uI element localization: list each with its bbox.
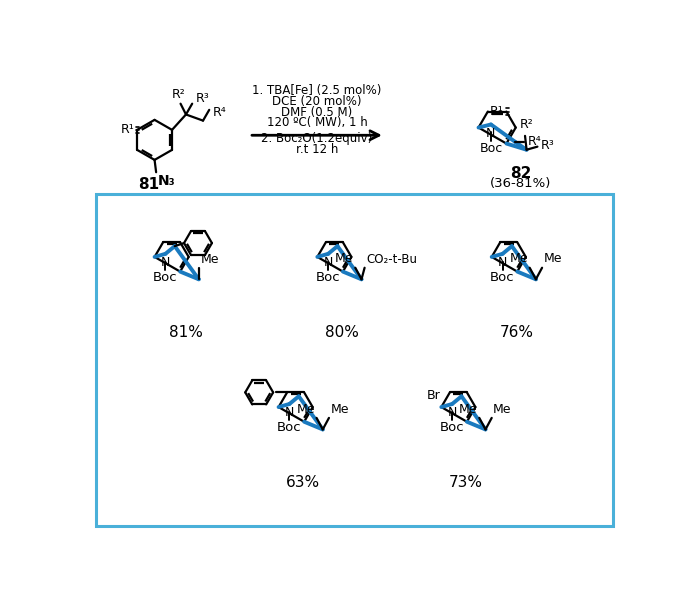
Text: Me: Me: [335, 252, 354, 266]
Text: Me: Me: [330, 403, 349, 415]
Text: DMF (0.5 M): DMF (0.5 M): [281, 106, 352, 118]
Text: R²: R²: [520, 118, 533, 131]
Text: N: N: [498, 256, 507, 269]
Text: 2. Boc₂O(1.2equiv): 2. Boc₂O(1.2equiv): [261, 132, 372, 145]
Text: R⁴: R⁴: [212, 106, 226, 120]
Text: Br: Br: [427, 389, 441, 402]
Text: N: N: [161, 256, 170, 269]
Text: Me: Me: [460, 403, 477, 415]
Text: Boc: Boc: [440, 421, 464, 434]
Text: Boc: Boc: [316, 271, 341, 284]
Text: R¹: R¹: [490, 105, 503, 118]
Text: 73%: 73%: [449, 475, 483, 490]
Text: Me: Me: [544, 252, 562, 266]
Text: Me: Me: [296, 403, 315, 415]
Text: 81%: 81%: [169, 325, 202, 340]
Text: 1. TBA[Fe] (2.5 mol%): 1. TBA[Fe] (2.5 mol%): [252, 84, 381, 97]
Text: Me: Me: [510, 252, 528, 266]
Text: R⁴: R⁴: [527, 135, 541, 148]
Text: Me: Me: [200, 253, 219, 266]
Text: N: N: [323, 256, 333, 269]
Text: R³: R³: [196, 92, 209, 105]
Text: R¹: R¹: [120, 123, 134, 136]
Text: Boc: Boc: [490, 271, 515, 284]
Text: Me: Me: [493, 403, 512, 415]
Text: N: N: [285, 406, 294, 419]
Text: r.t 12 h: r.t 12 h: [296, 142, 338, 156]
Text: (36-81%): (36-81%): [490, 177, 551, 190]
Text: Boc: Boc: [153, 271, 178, 284]
Text: DCE (20 mol%): DCE (20 mol%): [272, 95, 361, 108]
Text: R²: R²: [171, 88, 185, 102]
Text: 120 ºC( MW), 1 h: 120 ºC( MW), 1 h: [267, 117, 368, 129]
Text: 80%: 80%: [325, 325, 359, 340]
Text: CO₂-t-Bu: CO₂-t-Bu: [366, 253, 417, 266]
Bar: [95, 194, 613, 526]
Text: N: N: [486, 127, 495, 140]
Text: 81: 81: [138, 177, 159, 192]
Text: R³: R³: [540, 139, 554, 151]
Text: 82: 82: [510, 166, 531, 181]
Text: N: N: [448, 406, 457, 419]
Text: Boc: Boc: [480, 142, 502, 155]
Text: 63%: 63%: [286, 475, 321, 490]
Text: 76%: 76%: [500, 325, 533, 340]
Text: N₃: N₃: [158, 174, 176, 188]
Text: Boc: Boc: [277, 421, 302, 434]
